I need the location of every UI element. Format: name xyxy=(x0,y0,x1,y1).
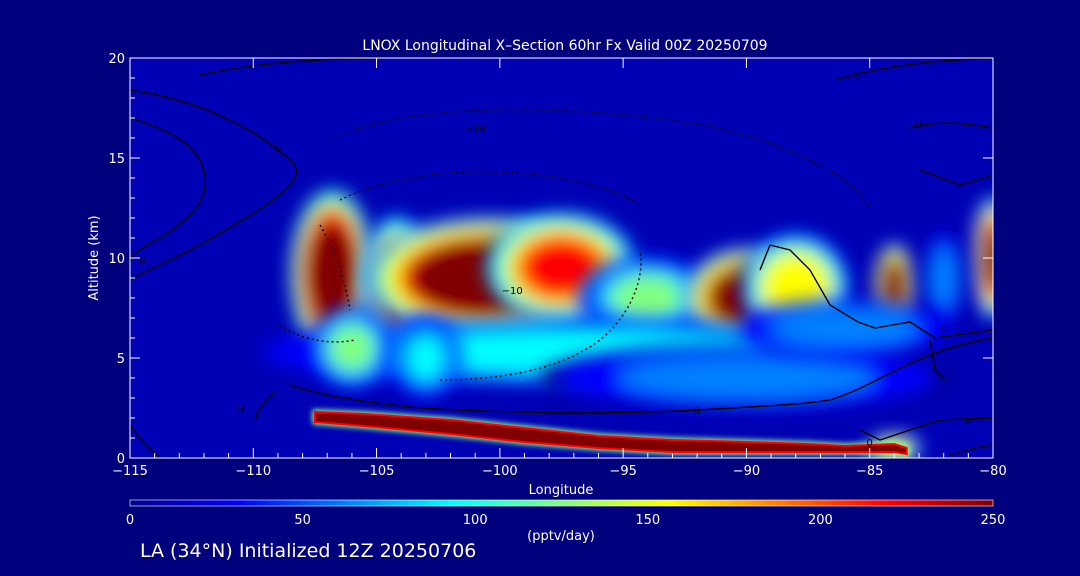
y-axis-label: Altitude (km) xyxy=(87,215,102,300)
x-tick-label: −90 xyxy=(733,464,760,479)
contour-label: 0 xyxy=(965,416,971,427)
x-tick-label: −105 xyxy=(359,464,395,479)
colorbar-tick-label: 0 xyxy=(126,513,134,528)
contour-line xyxy=(834,58,993,81)
x-tick-label: −110 xyxy=(235,464,271,479)
colorbar-tick-label: 50 xyxy=(294,513,311,528)
contour-label: −10 xyxy=(465,124,486,135)
contour-line xyxy=(319,224,351,311)
field-blob xyxy=(539,344,954,412)
field-blob xyxy=(741,300,949,356)
contour-line xyxy=(279,324,356,343)
contour-line xyxy=(130,117,207,263)
x-axis-label: Longitude xyxy=(529,483,594,498)
contour-label: 0 xyxy=(867,438,873,449)
contour-line xyxy=(919,169,993,186)
x-tick-label: −80 xyxy=(979,464,1006,479)
y-tick-label: 5 xyxy=(117,352,125,367)
y-tick-label: 15 xyxy=(108,152,125,167)
x-axis: −115 −110 −105 −100 −95 −90 −85 −80 xyxy=(112,58,1007,479)
contour-line xyxy=(130,89,298,281)
contour-line xyxy=(254,391,276,421)
contour-label: 0 xyxy=(238,404,244,415)
contour-label: 0 xyxy=(139,256,145,267)
colorbar-tick-label: 250 xyxy=(981,513,1006,528)
y-axis: 0 5 10 15 20 xyxy=(108,52,993,467)
contour-line xyxy=(289,337,993,414)
contour-line xyxy=(130,424,161,458)
init-label: LA (34°N) Initialized 12Z 20250706 xyxy=(140,540,477,562)
contour-label: 0 xyxy=(694,406,700,417)
field-blob xyxy=(310,306,394,390)
y-tick-label: 20 xyxy=(108,52,125,67)
contour-line xyxy=(759,244,771,271)
surface-band xyxy=(312,409,910,457)
y-tick-label: 0 xyxy=(117,452,125,467)
contour-label: 0 xyxy=(940,324,946,335)
y-tick-label: 10 xyxy=(108,252,125,267)
chart-title: LNOX Longitudinal X–Section 60hr Fx Vali… xyxy=(362,38,767,54)
x-tick-label: −115 xyxy=(112,464,148,479)
colorbar-label: (pptv/day) xyxy=(527,529,595,544)
field-blob xyxy=(391,316,461,400)
contour-line xyxy=(949,444,993,456)
x-tick-label: −85 xyxy=(856,464,883,479)
colorbar-tick-label: 150 xyxy=(635,513,660,528)
contour-line xyxy=(329,109,871,211)
field-blob xyxy=(578,256,717,340)
contour-label: 0 xyxy=(275,144,281,155)
contour-labels: 0 0 0 −10 −10 0 0 0 0 0 0 xyxy=(139,72,971,449)
contour-line xyxy=(929,339,946,381)
colorbar-ticks: 0 50 100 150 200 250 xyxy=(126,513,1006,528)
lnox-field xyxy=(263,190,993,458)
contour-label: −10 xyxy=(502,286,523,297)
x-tick-label: −95 xyxy=(609,464,636,479)
contour-line xyxy=(907,122,993,129)
x-tick-label: −100 xyxy=(482,464,518,479)
colorbar xyxy=(129,499,994,507)
contour-label: 0 xyxy=(854,72,860,83)
contour-line xyxy=(859,417,993,441)
field-blob xyxy=(922,227,965,329)
contour-line xyxy=(769,244,993,339)
colorbar-tick-label: 100 xyxy=(463,513,488,528)
colorbar-tick-label: 200 xyxy=(808,513,833,528)
contour-label: 0 xyxy=(916,120,922,131)
